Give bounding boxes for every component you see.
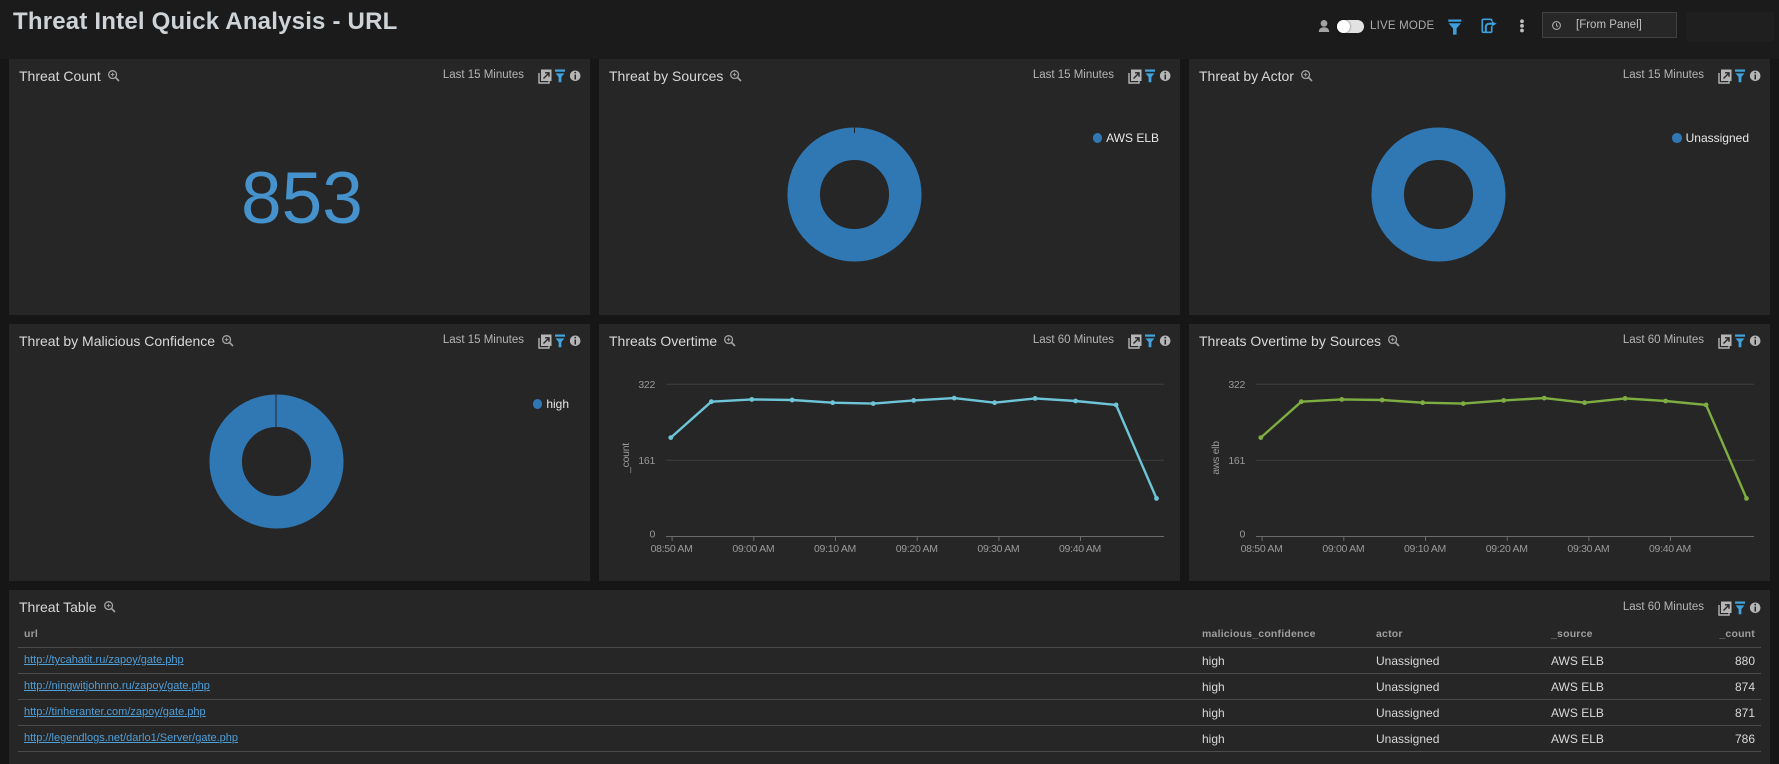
svg-text:09:20 AM: 09:20 AM [896,543,938,555]
svg-text:161: 161 [1228,455,1245,467]
svg-text:09:10 AM: 09:10 AM [814,543,856,555]
svg-text:08:50 AM: 08:50 AM [1241,543,1283,555]
svg-text:09:00 AM: 09:00 AM [732,543,774,555]
svg-text:09:40 AM: 09:40 AM [1649,543,1691,555]
svg-text:09:10 AM: 09:10 AM [1404,543,1446,555]
svg-text:09:20 AM: 09:20 AM [1486,543,1528,555]
svg-text:08:50 AM: 08:50 AM [651,543,693,555]
svg-text:0: 0 [649,529,655,541]
svg-text:322: 322 [638,379,655,391]
svg-text:322: 322 [1228,379,1245,391]
svg-text:0: 0 [1239,529,1245,541]
svg-text:aws elb: aws elb [1210,441,1222,475]
svg-text:_count: _count [620,443,632,474]
svg-text:161: 161 [638,455,655,467]
svg-text:09:00 AM: 09:00 AM [1322,543,1364,555]
svg-text:09:40 AM: 09:40 AM [1059,543,1101,555]
svg-text:09:30 AM: 09:30 AM [1567,543,1609,555]
svg-text:09:30 AM: 09:30 AM [977,543,1019,555]
